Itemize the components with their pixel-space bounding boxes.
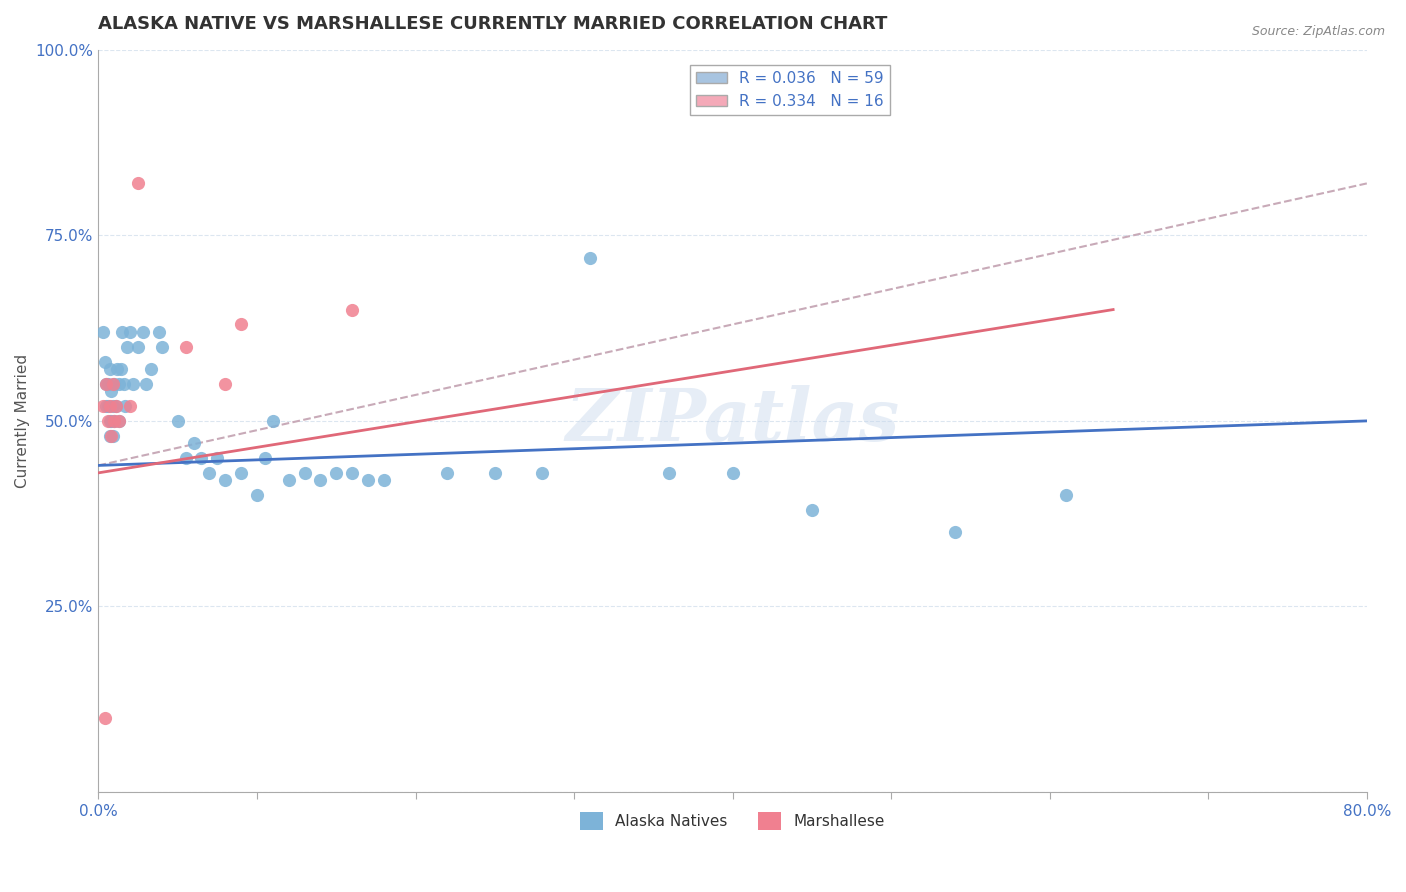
Point (108, 414, 131, 428)
Point (98, 428, 121, 442)
Point (800, 503, 823, 517)
Point (132, 325, 155, 339)
Point (135, 376, 157, 391)
Point (531, 466, 554, 480)
Point (579, 251, 602, 265)
Legend: Alaska Natives, Marshallese: Alaska Natives, Marshallese (574, 805, 891, 837)
Point (94, 711, 117, 725)
Point (91, 399, 114, 413)
Point (139, 362, 162, 376)
Point (97, 414, 120, 428)
Point (658, 466, 681, 480)
Point (120, 325, 142, 339)
Point (1054, 488, 1077, 502)
Point (277, 473, 299, 487)
Point (253, 450, 276, 465)
Point (107, 362, 129, 376)
Point (122, 376, 145, 391)
Point (103, 376, 125, 391)
Point (98, 362, 121, 376)
Point (96, 376, 118, 391)
Point (436, 466, 458, 480)
Point (150, 340, 173, 354)
Point (229, 318, 252, 332)
Point (721, 466, 744, 480)
Point (103, 414, 125, 428)
Point (94, 354, 117, 368)
Point (101, 376, 124, 391)
Point (108, 414, 131, 428)
Text: ALASKA NATIVE VS MARSHALLESE CURRENTLY MARRIED CORRELATION CHART: ALASKA NATIVE VS MARSHALLESE CURRENTLY M… (98, 15, 887, 33)
Point (115, 340, 138, 354)
Point (110, 362, 132, 376)
Point (127, 177, 149, 191)
Point (373, 473, 395, 487)
Point (98, 399, 121, 413)
Point (148, 325, 170, 339)
Point (174, 450, 197, 465)
Point (100, 414, 122, 428)
Point (198, 466, 221, 480)
Point (96, 376, 118, 391)
Point (101, 428, 124, 442)
Point (484, 466, 506, 480)
Point (340, 302, 363, 317)
Point (103, 414, 125, 428)
Point (127, 340, 149, 354)
Point (174, 340, 197, 354)
Point (114, 399, 136, 413)
Point (104, 399, 127, 413)
Point (183, 436, 205, 450)
Point (97, 399, 120, 413)
Text: Source: ZipAtlas.com: Source: ZipAtlas.com (1251, 25, 1385, 38)
Point (120, 399, 142, 413)
Point (294, 466, 316, 480)
Point (101, 399, 124, 413)
Point (100, 428, 122, 442)
Point (309, 473, 332, 487)
Point (97, 376, 120, 391)
Point (229, 466, 252, 480)
Point (91, 325, 114, 339)
Point (98, 414, 121, 428)
Point (207, 450, 229, 465)
Point (96, 399, 118, 413)
Point (262, 414, 284, 428)
Point (100, 384, 122, 399)
Point (943, 525, 966, 540)
Point (166, 414, 188, 428)
Text: ZIPatlas: ZIPatlas (565, 385, 900, 457)
Point (214, 473, 236, 487)
Point (108, 376, 131, 391)
Point (214, 376, 236, 391)
Point (246, 488, 269, 502)
Point (357, 473, 380, 487)
Point (111, 325, 134, 339)
Point (104, 399, 127, 413)
Point (190, 450, 212, 465)
Point (112, 376, 135, 391)
Point (325, 466, 347, 480)
Y-axis label: Currently Married: Currently Married (15, 354, 30, 488)
Point (340, 466, 363, 480)
